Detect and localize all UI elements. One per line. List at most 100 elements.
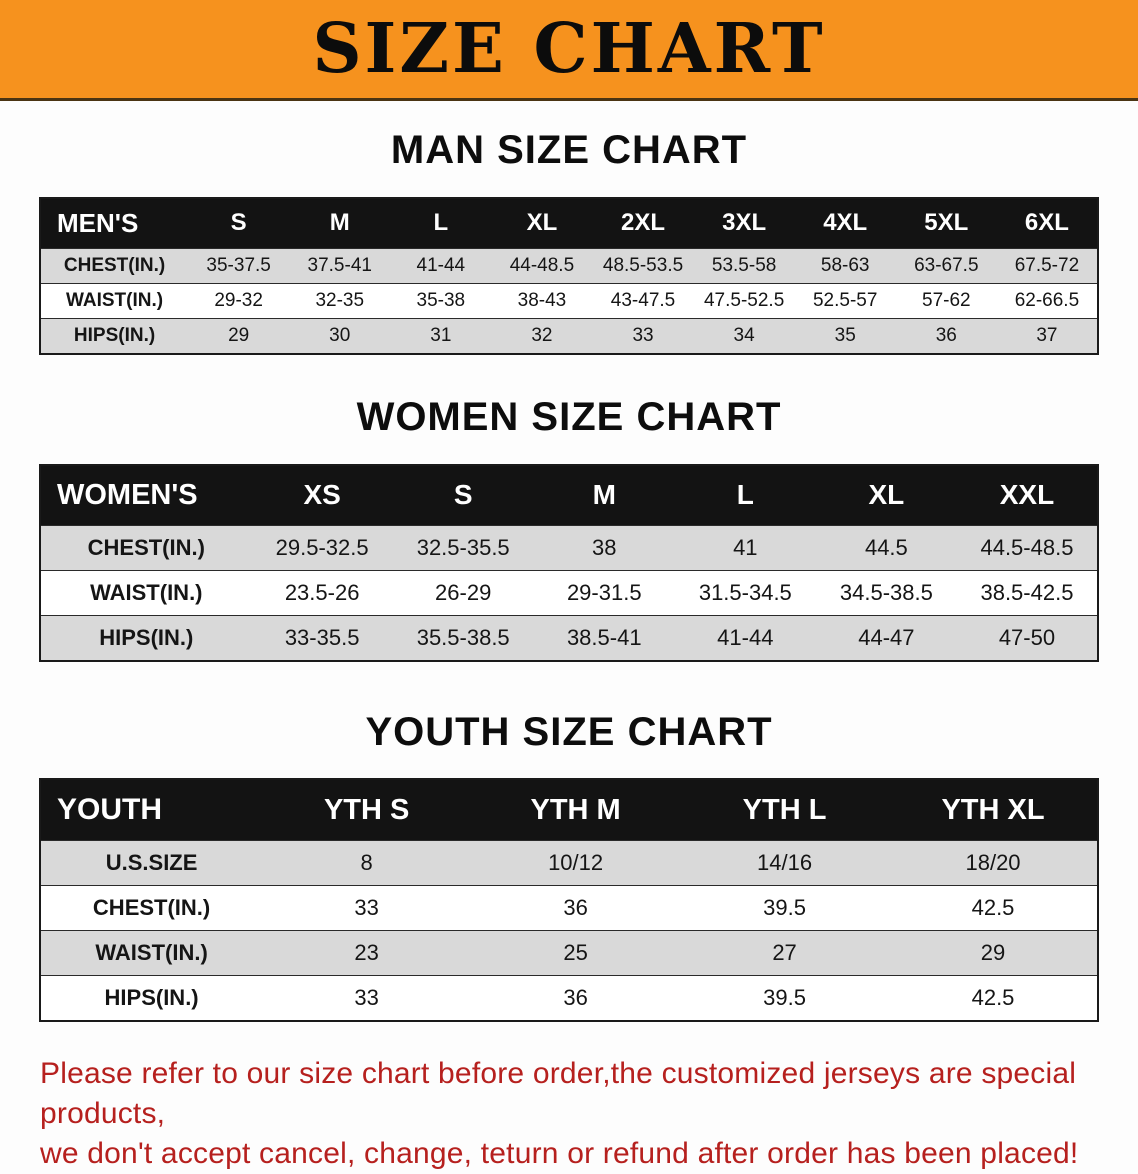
table-row: U.S.SIZE 8 10/12 14/16 18/20 [40,840,1098,886]
table-row: HIPS(IN.) 29 30 31 32 33 34 35 36 37 [40,318,1098,354]
size-value: 37.5-41 [307,254,372,276]
row-label: WAIST(IN.) [95,940,208,966]
size-column-header: XL [815,464,957,526]
size-value: 41 [733,534,758,560]
table-title: MEN'S [40,197,189,249]
size-value: 44-47 [858,624,915,650]
youth-size-table: YOUTH YTH S YTH M YTH L YTH XL U.S.SIZE 8 10/12… [39,778,1099,1023]
size-value: 25 [563,940,588,966]
size-column-header: L [390,197,492,249]
size-value: 53.5-58 [711,254,777,276]
table-title: YOUTH [40,779,263,841]
size-value: 30 [329,324,351,346]
size-value: 32-35 [315,289,365,311]
men-chart-heading: MAN SIZE CHART [390,128,748,172]
size-value: 31.5-34.5 [698,579,792,605]
size-value: 33-35.5 [284,624,360,650]
size-value: 31 [430,324,452,346]
size-value: 67.5-72 [1014,254,1080,276]
size-value: 37 [1036,324,1058,346]
size-value: 42.5 [971,985,1015,1011]
size-value: 47.5-52.5 [703,289,785,311]
table-row: WAIST(IN.) 23 25 27 29 [40,930,1098,976]
size-column-header: L [674,464,816,526]
size-value: 62-66.5 [1014,289,1080,311]
size-value: 42.5 [971,895,1015,921]
size-value: 38.5-41 [566,624,642,650]
size-column-header: M [289,197,391,249]
size-value: 35-38 [416,289,466,311]
size-value: 48.5-53.5 [602,254,684,276]
size-column-header: YTH M [471,779,681,841]
size-column-header: S [188,197,290,249]
table-row: CHEST(IN.) 33 36 39.5 42.5 [40,885,1098,931]
size-column-header: XS [251,464,393,526]
size-value: 44.5-48.5 [980,534,1074,560]
table-title: WOMEN'S [40,464,252,526]
size-value: 18/20 [965,850,1021,876]
row-label: CHEST(IN.) [63,254,166,276]
size-value: 33 [354,895,379,921]
size-column-header: 3XL [693,197,795,249]
size-value: 38-43 [517,289,567,311]
size-value: 34.5-38.5 [839,579,933,605]
table-row: WAIST(IN.) 29-32 32-35 35-38 38-43 43-47.5 47.… [40,283,1098,319]
size-value: 34 [733,324,755,346]
table-row: WAIST(IN.) 23.5-26 26-29 29-31.5 31.5-34.5 34… [40,570,1098,616]
header-row: WOMEN'S XS S M L XL XXL [40,464,1098,526]
table-row: CHEST(IN.) 35-37.5 37.5-41 41-44 44-48.5 48.5… [40,248,1098,284]
size-value: 44.5 [864,534,908,560]
disclaimer-line: we don't accept cancel, change, teturn o… [40,1137,1079,1171]
row-label: CHEST(IN.) [87,534,205,560]
row-label: HIPS(IN.) [99,624,194,650]
women-size-table: WOMEN'S XS S M L XL XXL CHEST(IN.) 29.5-32.5 32.5… [39,463,1099,662]
header-row: YOUTH YTH S YTH M YTH L YTH XL [40,779,1098,841]
women-chart-heading: WOMEN SIZE CHART [356,394,782,439]
section-youth-size-chart: YOUTH SIZE CHART YOUTH YTH S YTH M YTH L YTH… [0,710,1138,1023]
size-value: 58-63 [820,254,870,276]
size-value: 36 [563,985,588,1011]
size-value: 36 [563,895,588,921]
row-label: U.S.SIZE [105,850,198,876]
disclaimer-line: Please refer to our size chart before or… [40,1057,1077,1131]
size-value: 57-62 [922,289,971,311]
size-column-header: 2XL [592,197,694,249]
size-value: 41-44 [717,624,774,650]
row-label: HIPS(IN.) [73,324,156,346]
size-value: 8 [360,850,373,876]
size-value: 43-47.5 [610,289,676,311]
table-row: CHEST(IN.) 29.5-32.5 32.5-35.5 38 41 44.5 44.5… [40,525,1098,571]
row-label: WAIST(IN.) [66,289,164,311]
size-value: 35.5-38.5 [416,624,510,650]
size-column-header: XL [491,197,593,249]
size-value: 26-29 [435,579,492,605]
size-value: 47-50 [998,624,1056,650]
size-value: 27 [772,940,797,966]
size-value: 36 [935,324,957,346]
size-value: 29-31.5 [566,579,642,605]
size-column-header: 4XL [794,197,896,249]
row-label: WAIST(IN.) [90,579,203,605]
size-value: 39.5 [763,985,806,1011]
disclaimer: Please refer to our size chart before or… [40,1054,1108,1174]
size-value: 10/12 [548,850,604,876]
size-column-header: YTH S [262,779,472,841]
page-title: SIZE CHART [312,9,826,89]
men-size-table: MEN'S S M L XL 2XL 3XL 4XL 5XL 6XL CHEST(IN.) 35-37… [39,196,1099,355]
size-column-header: S [392,464,534,526]
size-value: 32.5-35.5 [416,534,510,560]
row-label: HIPS(IN.) [104,985,199,1011]
header-row: MEN'S S M L XL 2XL 3XL 4XL 5XL 6XL [40,197,1098,249]
banner: SIZE CHART [0,0,1138,101]
size-column-header: M [533,464,675,526]
size-value: 38 [592,534,617,560]
table-row: HIPS(IN.) 33 36 39.5 42.5 [40,975,1098,1022]
size-column-header: 6XL [996,197,1098,249]
size-value: 63-67.5 [914,254,979,276]
size-value: 29.5-32.5 [275,534,369,560]
size-column-header: YTH XL [889,779,1098,841]
size-value: 35 [834,324,856,346]
size-value: 33 [354,985,379,1011]
size-column-header: YTH L [680,779,890,841]
size-value: 33 [632,324,654,346]
